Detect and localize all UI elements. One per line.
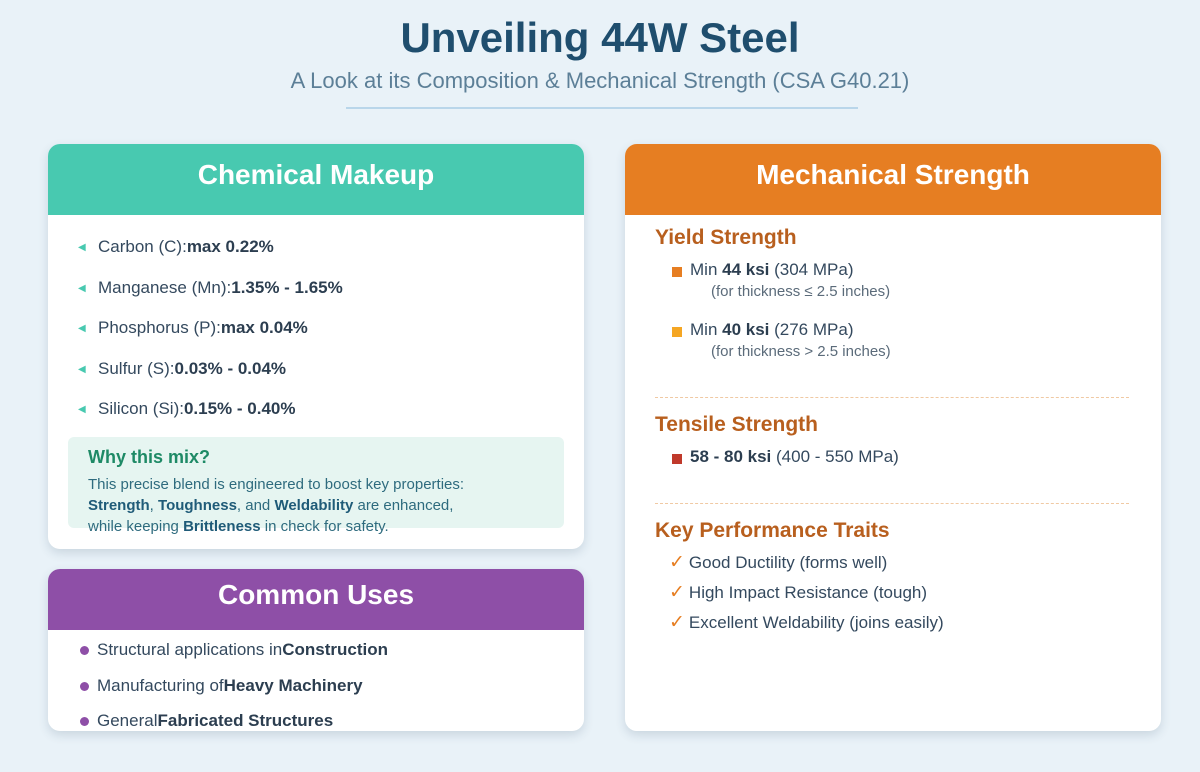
yield-prefix: Min	[690, 320, 723, 339]
use-bold: Heavy Machinery	[223, 675, 363, 695]
tensile-strength-title: Tensile Strength	[655, 413, 818, 436]
orange-square-icon	[672, 267, 682, 277]
yield-note: (for thickness > 2.5 inches)	[711, 343, 891, 360]
chemical-element-list: ◀ Carbon (C): max 0.22% ◀ Manganese (Mn): …	[78, 237, 343, 440]
common-uses-card: Common Uses Structural applications in ​…	[48, 569, 584, 731]
trait-text: Excellent Weldability (joins easily)	[688, 613, 944, 632]
yield-strength-title: Yield Strength	[655, 226, 797, 249]
list-item: Manufacturing of ​Heavy Machinery	[80, 676, 388, 712]
separator: ,	[149, 497, 159, 514]
yield-mpa: (304 MPa)	[769, 260, 854, 279]
element-label: Sulfur (S):	[98, 358, 175, 378]
element-value: max 0.22%	[186, 237, 274, 256]
triangle-bullet-icon: ◀	[78, 242, 86, 253]
chemical-makeup-card: Chemical Makeup ◀ Carbon (C): max 0.22% ◀…	[48, 144, 584, 549]
list-item: ◀ Manganese (Mn): 1.35% - 1.65%	[78, 278, 343, 319]
brittleness-term: Brittleness	[183, 518, 261, 535]
trait-text: High Impact Resistance (tough)	[688, 583, 928, 602]
yield-value: 44 ksi	[722, 260, 770, 279]
page-title: Unveiling 44W Steel	[400, 14, 800, 61]
use-text: Structural applications in	[97, 640, 283, 659]
callout-text: This precise blend is engineered to boos…	[88, 474, 544, 537]
tensile-value: 58 - 80 ksi	[690, 447, 772, 466]
list-item: General ​Fabricated Structures	[80, 711, 388, 731]
checkmark-icon: ✓	[669, 582, 685, 603]
trait-item: ✓ Good Ductility (forms well)	[669, 551, 887, 574]
common-uses-heading: Common Uses	[48, 569, 584, 630]
title-divider	[346, 107, 858, 109]
list-item: ◀ Carbon (C): max 0.22%	[78, 237, 343, 278]
use-bold: Construction	[282, 640, 388, 659]
element-label: Manganese (Mn):	[98, 277, 232, 297]
separator: , and	[236, 497, 275, 514]
bullet-dot-icon	[80, 646, 89, 655]
triangle-bullet-icon: ◀	[78, 404, 86, 415]
checkmark-icon: ✓	[669, 612, 685, 633]
tensile-item: 58 - 80 ksi (400 - 550 MPa)	[672, 447, 899, 467]
weldability-term: Weldability	[274, 497, 354, 514]
triangle-bullet-icon: ◀	[78, 323, 86, 334]
chemical-makeup-heading: Chemical Makeup	[48, 144, 584, 215]
toughness-term: Toughness	[158, 497, 237, 514]
checkmark-icon: ✓	[669, 552, 685, 573]
callout-text-part: while keeping	[88, 518, 184, 535]
mechanical-strength-heading: Mechanical Strength	[625, 144, 1161, 215]
callout-title: Why this mix?	[88, 447, 211, 467]
element-value: 0.03% - 0.04%	[174, 358, 287, 378]
use-text: Manufacturing of	[97, 675, 224, 695]
trait-item: ✓ High Impact Resistance (tough)	[669, 581, 927, 604]
use-bold: Fabricated Structures	[157, 711, 334, 730]
uses-list: Structural applications in ​Construction…	[80, 640, 388, 731]
why-this-mix-callout: Why this mix? This precise blend is engi…	[68, 437, 564, 535]
element-label: Carbon (C):	[98, 237, 187, 256]
yield-prefix: Min	[690, 260, 723, 279]
element-value: max 0.04%	[220, 318, 308, 337]
bullet-dot-icon	[80, 717, 89, 726]
key-traits-title: Key Performance Traits	[655, 519, 890, 542]
callout-text-part: in check for safety.	[260, 518, 389, 535]
section-divider	[655, 397, 1129, 398]
triangle-bullet-icon: ◀	[78, 363, 86, 375]
element-value: 0.15% - 0.40%	[183, 399, 296, 418]
trait-item: ✓ Excellent Weldability (joins easily)	[669, 611, 944, 634]
list-item: Structural applications in ​Construction	[80, 640, 388, 676]
use-text: General	[97, 711, 158, 730]
yield-mpa: (276 MPa)	[769, 320, 854, 339]
trait-text: Good Ductility (forms well)	[688, 553, 888, 572]
page-subtitle: A Look at its Composition & Mechanical S…	[290, 68, 910, 93]
tensile-mpa: (400 - 550 MPa)	[771, 447, 899, 466]
callout-text-part: are enhanced,	[353, 497, 454, 514]
list-item: ◀ Sulfur (S): 0.03% - 0.04%	[78, 359, 343, 400]
section-divider	[655, 503, 1129, 504]
element-label: Silicon (Si):	[98, 399, 184, 418]
amber-square-icon	[672, 327, 682, 337]
yield-item: Min 44 ksi (304 MPa)	[672, 260, 853, 280]
list-item: ◀ Silicon (Si): 0.15% - 0.40%	[78, 399, 343, 440]
red-square-icon	[672, 454, 682, 464]
strength-term: Strength	[88, 497, 150, 514]
callout-line-1: This precise blend is engineered to boos…	[88, 476, 465, 493]
yield-note: (for thickness ≤ 2.5 inches)	[711, 283, 891, 300]
triangle-bullet-icon: ◀	[78, 282, 86, 294]
yield-item: Min 40 ksi (276 MPa)	[672, 320, 853, 340]
bullet-dot-icon	[80, 681, 89, 691]
element-value: 1.35% - 1.65%	[231, 277, 343, 297]
mechanical-strength-card: Mechanical Strength Yield Strength Min 4…	[625, 144, 1161, 731]
yield-value: 40 ksi	[722, 320, 770, 339]
list-item: ◀ Phosphorus (P): max 0.04%	[78, 318, 343, 359]
element-label: Phosphorus (P):	[98, 318, 221, 337]
